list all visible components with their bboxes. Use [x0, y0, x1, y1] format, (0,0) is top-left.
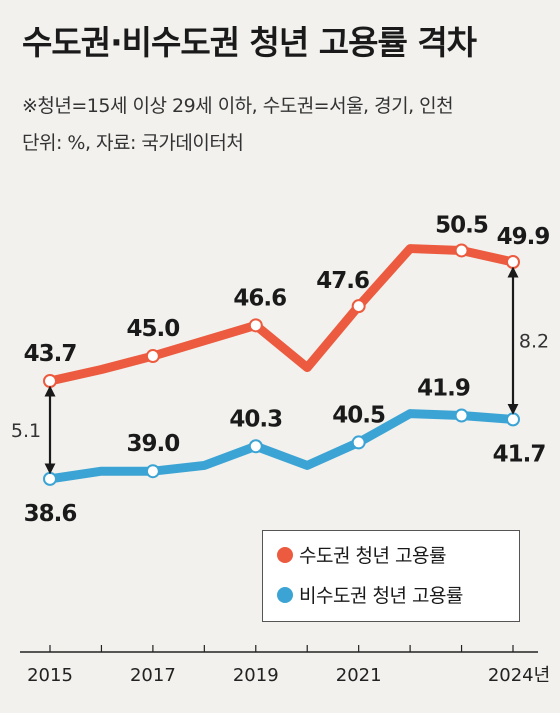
- data-label: 40.5: [332, 402, 385, 428]
- point-marker-noncapital: [506, 412, 520, 427]
- legend-item-noncapital: 비수도권 청년 고용률: [277, 581, 463, 608]
- gap-label: 8.2: [519, 331, 549, 353]
- point-marker-noncapital: [248, 439, 263, 454]
- gap-label: 5.1: [11, 420, 41, 442]
- data-label: 41.9: [417, 376, 470, 402]
- legend-swatch-noncapital: [277, 586, 293, 603]
- x-tick-label: 2019: [233, 665, 279, 686]
- point-marker-capital: [145, 349, 160, 364]
- legend-label-capital: 수도권 청년 고용률: [299, 545, 446, 567]
- data-label: 46.6: [233, 285, 286, 311]
- x-tick-label: 2017: [130, 665, 176, 686]
- data-label: 40.3: [229, 406, 282, 432]
- point-marker-capital: [351, 299, 366, 314]
- data-label: 41.7: [493, 441, 546, 467]
- chart-note-source: 단위: %, 자료: 국가데이터처: [22, 132, 244, 154]
- point-marker-capital: [248, 318, 263, 333]
- point-marker-noncapital: [43, 471, 57, 486]
- data-label: 38.6: [24, 501, 77, 527]
- x-tick-label: 2024년: [488, 665, 550, 686]
- legend-swatch-capital: [277, 546, 293, 563]
- point-marker-capital: [454, 243, 469, 258]
- x-tick-label: 2021: [336, 665, 382, 686]
- chart-title: 수도권·비수도권 청년 고용률 격차: [22, 23, 477, 62]
- data-label: 47.6: [316, 268, 369, 294]
- point-marker-capital: [43, 374, 57, 388]
- legend-label-noncapital: 비수도권 청년 고용률: [299, 585, 463, 607]
- point-marker-noncapital: [454, 408, 469, 423]
- legend-item-capital: 수도권 청년 고용률: [277, 541, 446, 568]
- point-marker-noncapital: [145, 464, 160, 479]
- data-label: 39.0: [127, 431, 180, 457]
- legend: 수도권 청년 고용률 비수도권 청년 고용률: [262, 530, 520, 622]
- data-label: 50.5: [435, 212, 488, 238]
- series-line-capital: [45, 244, 518, 386]
- data-label: 45.0: [127, 316, 180, 342]
- series-line-noncapital: [45, 409, 518, 484]
- point-marker-noncapital: [351, 435, 366, 450]
- point-marker-capital: [506, 255, 520, 269]
- x-tick-label: 2015: [27, 665, 73, 686]
- data-label: 49.9: [497, 224, 550, 250]
- data-label: 43.7: [24, 341, 77, 367]
- chart-note-definition: ※청년=15세 이상 29세 이하, 수도권=서울, 경기, 인천: [22, 95, 454, 117]
